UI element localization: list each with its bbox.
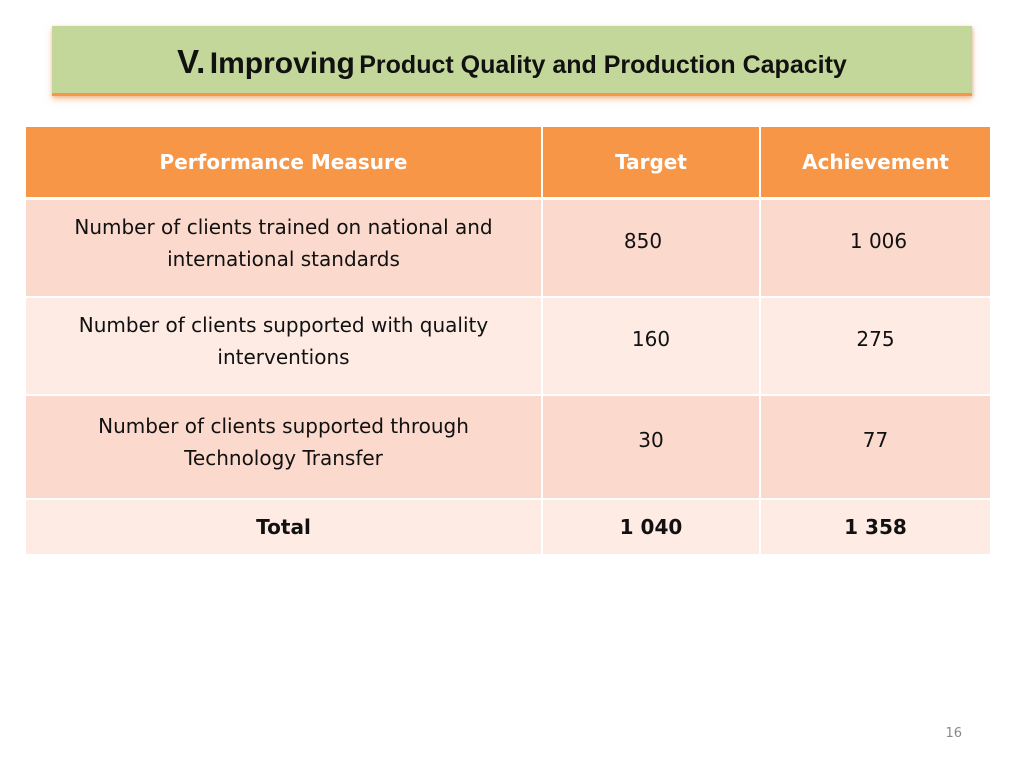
page-number: 16 [945,726,962,741]
header-achievement: Achievement [760,127,990,200]
table-row: Number of clients supported with quality… [26,297,990,396]
measure-text: Number of clients supported through Tech… [98,414,469,470]
achievement-value: 275 [856,327,895,351]
achievement-value: 77 [862,428,889,452]
slide-title-banner: V. Improving Product Quality and Product… [52,26,972,96]
measure-cell: Number of clients supported with quality… [26,297,543,396]
target-cell: 30 [542,395,761,500]
target-value: 160 [631,327,671,351]
target-cell: 850 [542,198,761,298]
total-achievement: 1 358 [760,499,990,556]
header-performance-measure: Performance Measure [26,127,543,200]
title-section-number: V. [177,42,206,80]
measure-cell: Number of clients supported through Tech… [26,395,543,500]
title-rest: Product Quality and Production Capacity [359,50,847,79]
table-row: Number of clients supported through Tech… [26,395,990,500]
table-total-row: Total 1 040 1 358 [26,499,990,556]
total-target: 1 040 [542,499,761,556]
total-label: Total [26,499,543,556]
slide-title: V. Improving Product Quality and Product… [177,43,847,81]
measure-text: Number of clients supported with quality… [78,313,489,369]
target-cell: 160 [542,297,761,396]
table-row: Number of clients trained on national an… [26,198,990,298]
measure-text: Number of clients trained on national an… [74,215,493,271]
title-lead-word: Improving [209,46,355,80]
target-value: 30 [638,428,664,452]
measure-cell: Number of clients trained on national an… [26,198,543,298]
achievement-cell: 77 [760,395,990,500]
target-value: 850 [623,229,663,253]
achievement-cell: 275 [760,297,990,396]
achievement-cell: 1 006 [760,198,990,298]
header-target: Target [542,127,761,200]
achievement-value: 1 006 [849,229,908,253]
performance-table: Performance Measure Target Achievement N… [26,127,990,556]
table-header-row: Performance Measure Target Achievement [26,127,990,200]
